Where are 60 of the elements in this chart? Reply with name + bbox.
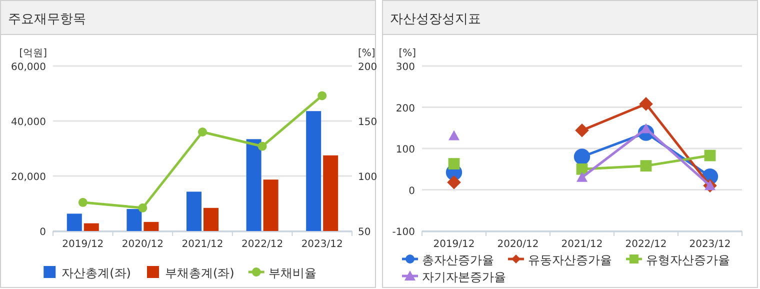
point — [639, 97, 653, 111]
y-tick-label: 200 — [396, 103, 415, 114]
x-tick-label: 2019/12 — [433, 239, 475, 250]
bar — [126, 209, 142, 231]
point — [574, 148, 590, 165]
chart-title: 자산성장성지표 — [390, 12, 481, 27]
point — [447, 175, 461, 190]
x-tick-label: 2020/12 — [497, 239, 539, 250]
x-tick-label: 2023/12 — [689, 239, 731, 250]
legend-label: 유동자산증가율 — [528, 253, 612, 267]
x-tick-label: 2021/12 — [182, 239, 224, 250]
bar — [144, 222, 159, 231]
x-tick-label: 2021/12 — [561, 239, 603, 250]
point — [704, 180, 716, 190]
x-tick-label: 2023/12 — [301, 239, 343, 250]
chart-title: 주요재무항목 — [8, 12, 86, 27]
y-tick-label: 20,000 — [11, 172, 46, 183]
bar — [306, 111, 322, 231]
point — [318, 91, 327, 100]
point — [198, 128, 207, 136]
bar — [66, 214, 82, 231]
point — [704, 150, 716, 162]
point — [138, 203, 148, 212]
legend-label: 자기자본증가율 — [422, 270, 506, 284]
bar — [84, 223, 99, 231]
y-tick-label: 40,000 — [11, 117, 46, 128]
y-tick-label: 60,000 — [11, 62, 46, 73]
y-tick-label: 0 — [40, 227, 46, 238]
bar — [323, 155, 338, 231]
y2-tick-label: 200 — [358, 62, 378, 73]
point — [575, 123, 589, 138]
y-tick-label: -100 — [392, 227, 415, 238]
y2-tick-label: 100 — [358, 172, 378, 183]
x-tick-label: 2020/12 — [122, 239, 164, 250]
y2-axis-title: [%] — [358, 48, 376, 59]
point — [448, 158, 460, 170]
point — [78, 198, 88, 207]
bar — [204, 208, 218, 231]
legend-label: 부채비율 — [268, 266, 316, 280]
x-tick-label: 2022/12 — [625, 239, 667, 250]
x-tick-label: 2019/12 — [62, 239, 104, 250]
y-axis-title: [%] — [398, 48, 416, 59]
point — [258, 142, 267, 151]
legend-label: 총자산증가율 — [422, 253, 494, 267]
y2-tick-label: 150 — [358, 117, 378, 128]
legend-label: 유형자산증가율 — [646, 253, 730, 267]
y-tick-label: 300 — [396, 62, 415, 73]
legend-label: 자산총계(좌) — [62, 266, 131, 280]
y2-tick-label: 50 — [358, 227, 371, 238]
legend-label: 부채총계(좌) — [165, 266, 234, 280]
bar — [186, 192, 202, 231]
y-tick-label: 100 — [396, 144, 415, 156]
y-tick-label: 0 — [408, 186, 415, 197]
bar — [246, 139, 262, 231]
point — [448, 130, 460, 140]
point — [640, 160, 652, 172]
bar — [263, 180, 278, 231]
x-tick-label: 2022/12 — [242, 239, 284, 250]
point — [576, 172, 588, 182]
y-axis-title: [억원] — [19, 48, 48, 59]
